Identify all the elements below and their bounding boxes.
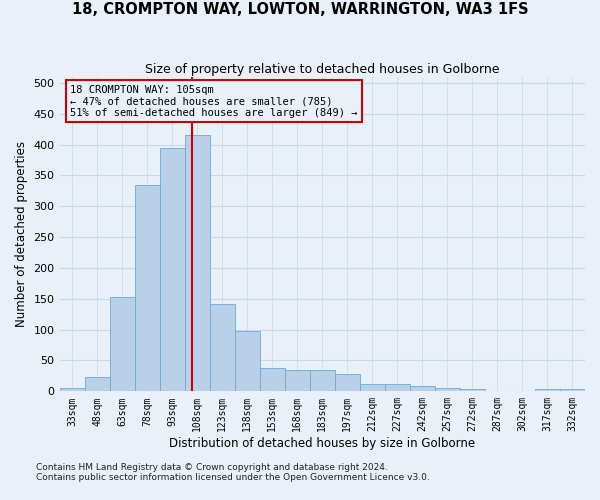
Bar bbox=[535, 390, 560, 392]
Bar bbox=[460, 390, 485, 392]
Bar bbox=[560, 390, 585, 392]
Bar bbox=[209, 304, 235, 392]
Bar bbox=[235, 331, 260, 392]
Bar bbox=[285, 370, 310, 392]
Text: Contains HM Land Registry data © Crown copyright and database right 2024.: Contains HM Land Registry data © Crown c… bbox=[36, 464, 388, 472]
Title: Size of property relative to detached houses in Golborne: Size of property relative to detached ho… bbox=[145, 62, 500, 76]
Bar bbox=[335, 374, 360, 392]
Bar bbox=[185, 136, 209, 392]
Bar bbox=[385, 384, 410, 392]
Text: Contains public sector information licensed under the Open Government Licence v3: Contains public sector information licen… bbox=[36, 474, 430, 482]
Bar bbox=[435, 388, 460, 392]
Bar bbox=[260, 368, 285, 392]
X-axis label: Distribution of detached houses by size in Golborne: Distribution of detached houses by size … bbox=[169, 437, 475, 450]
Bar bbox=[110, 297, 134, 392]
Bar bbox=[59, 388, 85, 392]
Bar bbox=[410, 386, 435, 392]
Bar bbox=[134, 184, 160, 392]
Bar bbox=[360, 384, 385, 392]
Y-axis label: Number of detached properties: Number of detached properties bbox=[15, 141, 28, 327]
Bar bbox=[310, 370, 335, 392]
Text: 18 CROMPTON WAY: 105sqm
← 47% of detached houses are smaller (785)
51% of semi-d: 18 CROMPTON WAY: 105sqm ← 47% of detache… bbox=[70, 84, 358, 117]
Bar bbox=[160, 148, 185, 392]
Bar bbox=[85, 377, 110, 392]
Text: 18, CROMPTON WAY, LOWTON, WARRINGTON, WA3 1FS: 18, CROMPTON WAY, LOWTON, WARRINGTON, WA… bbox=[71, 2, 529, 18]
